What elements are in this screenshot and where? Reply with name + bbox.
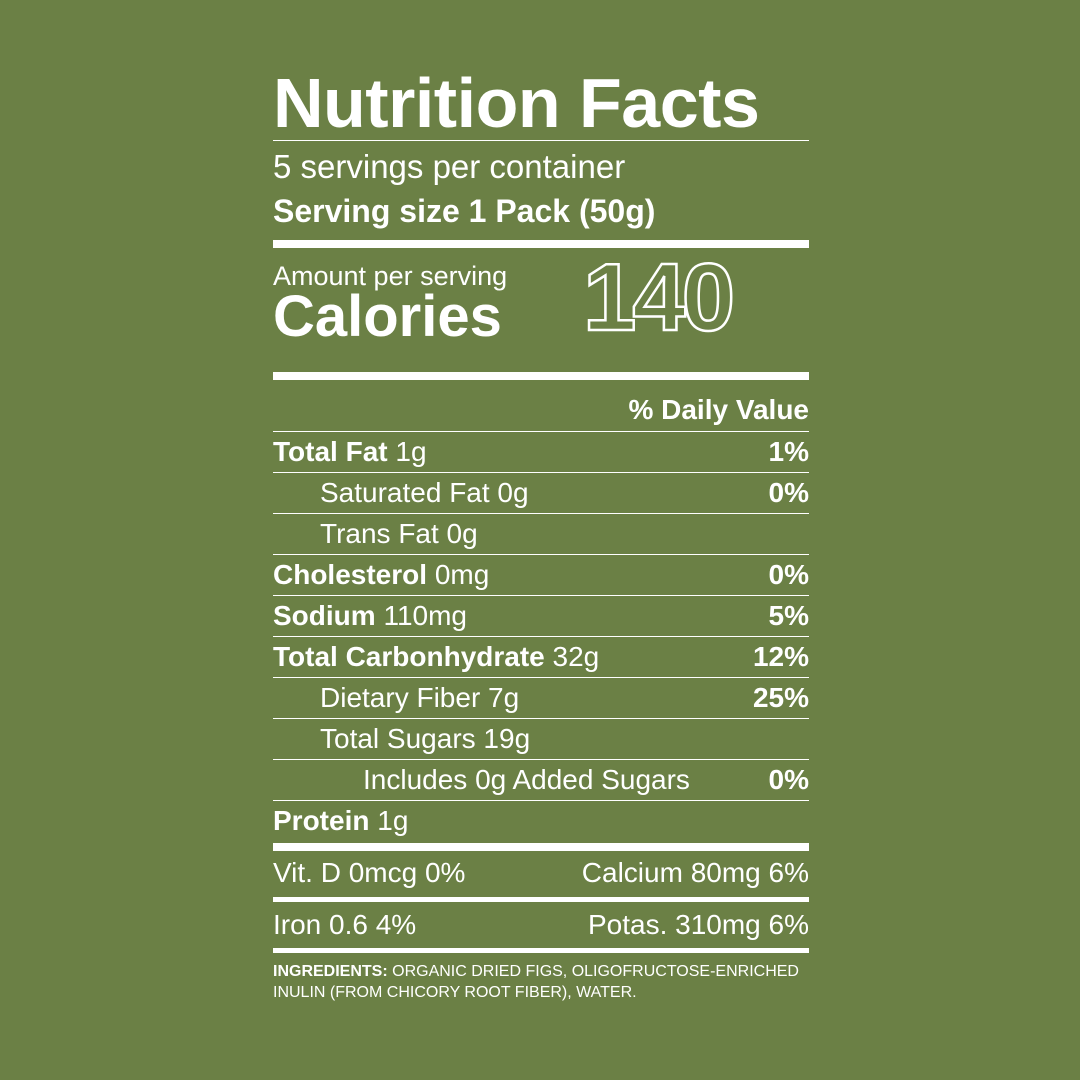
nutrient-amount: 32g xyxy=(552,641,600,672)
calories-value: 140 xyxy=(583,248,737,348)
title-divider xyxy=(273,140,809,141)
iron: Iron 0.6 4% xyxy=(273,909,417,940)
nutrient-row-saturated-fat: Saturated Fat 0g 0% xyxy=(273,473,809,514)
nutrient-name: Cholesterol xyxy=(273,559,428,590)
dv-divider xyxy=(273,431,809,432)
nutrient-amount: 1g xyxy=(395,436,427,467)
nutrient-row-added-sugars: Includes 0g Added Sugars 0% xyxy=(273,760,809,801)
nutrient-name: Protein xyxy=(273,805,370,836)
serving-size: Serving size 1 Pack (50g) xyxy=(273,193,656,229)
nutrient-name: Total Carbonhydrate xyxy=(273,641,545,672)
vitamin-divider xyxy=(273,897,809,902)
nutrient-row-trans-fat: Trans Fat 0g xyxy=(273,514,809,555)
nutrient-dv: 0% xyxy=(768,477,809,508)
calories-value-text: 140 xyxy=(583,248,732,348)
nutrient-dv: 0% xyxy=(768,764,809,795)
nutrient-dv: 1% xyxy=(768,436,809,467)
nutrient-dv: 0% xyxy=(768,559,809,590)
nutrient-amount: 1g xyxy=(377,805,409,836)
nutrient-row-protein: Protein 1g xyxy=(273,801,809,841)
thick-divider-top xyxy=(273,240,809,248)
nutrient-row-total-sugars: Total Sugars 19g xyxy=(273,719,809,760)
nutrient-amount: Includes 0g Added Sugars xyxy=(363,764,690,795)
calories-block: Amount per serving Calories 140 xyxy=(273,248,809,372)
nutrient-amount: Dietary Fiber 7g xyxy=(320,682,520,713)
daily-value-header: % Daily Value xyxy=(628,394,809,425)
calories-label: Calories xyxy=(273,284,502,349)
thick-divider-calories xyxy=(273,372,809,380)
servings-per-container: 5 servings per container xyxy=(273,148,626,185)
nutrient-list: Total Fat 1g 1% Saturated Fat 0g 0% Tran… xyxy=(273,432,809,841)
nutrient-amount: Trans Fat 0g xyxy=(320,518,478,549)
nutrition-facts-label: Nutrition Facts 5 servings per container… xyxy=(273,66,809,1003)
vitamin-d: Vit. D 0mcg 0% xyxy=(273,857,466,888)
amount-per-serving: Amount per serving xyxy=(273,261,508,291)
ingredients-divider xyxy=(273,948,809,953)
nutrient-amount: Total Sugars 19g xyxy=(320,723,531,754)
nutrient-dv: 12% xyxy=(752,641,809,672)
nutrition-facts-title: Nutrition Facts xyxy=(273,64,760,142)
ingredients-label: INGREDIENTS: xyxy=(273,963,388,980)
calcium: Calcium 80mg 6% xyxy=(581,857,809,888)
nutrient-row-total-carbohydrate: Total Carbonhydrate 32g 12% xyxy=(273,637,809,678)
nutrient-amount: 110mg xyxy=(383,600,467,631)
thick-divider-vitamins xyxy=(273,843,809,851)
nutrient-row-sodium: Sodium 110mg 5% xyxy=(273,596,809,637)
nutrient-amount: Saturated Fat 0g xyxy=(320,477,529,508)
vitamin-row-2: Iron 0.6 4% Potas. 310mg 6% xyxy=(273,902,809,948)
nutrient-row-cholesterol: Cholesterol 0mg 0% xyxy=(273,555,809,596)
nutrient-row-total-fat: Total Fat 1g 1% xyxy=(273,432,809,473)
vitamin-row-1: Vit. D 0mcg 0% Calcium 80mg 6% xyxy=(273,851,809,895)
potassium: Potas. 310mg 6% xyxy=(587,909,809,940)
nutrient-name: Total Fat xyxy=(273,436,388,467)
nutrient-dv: 5% xyxy=(768,600,809,631)
nutrient-amount: 0mg xyxy=(434,559,490,590)
nutrient-row-dietary-fiber: Dietary Fiber 7g 25% xyxy=(273,678,809,719)
nutrient-dv: 25% xyxy=(752,682,809,713)
ingredients: INGREDIENTS: ORGANIC DRIED FIGS, OLIGOFR… xyxy=(273,961,809,1003)
ingredients-text: ORGANIC DRIED FIGS, OLIGOFRUCTOSE-ENRICH… xyxy=(273,963,799,1001)
nutrient-name: Sodium xyxy=(273,600,376,631)
